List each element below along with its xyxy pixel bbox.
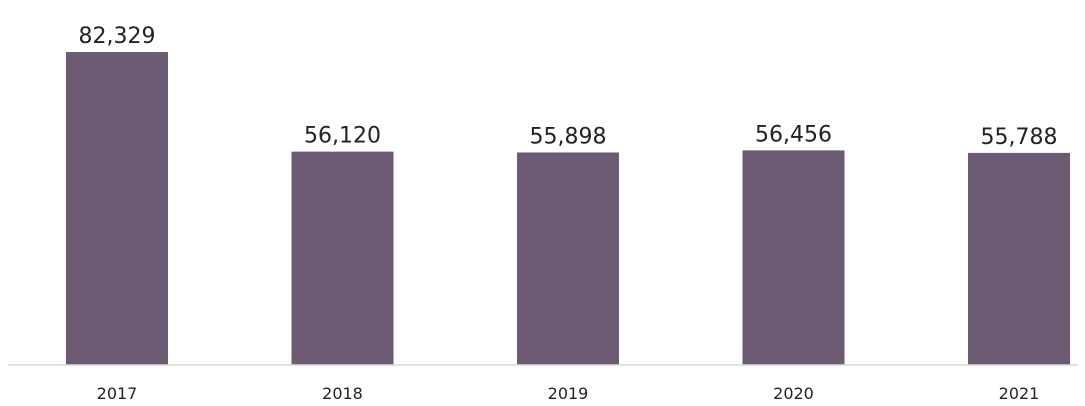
bars-layer bbox=[66, 52, 1070, 365]
value-labels-layer: 82,329 56,120 55,898 56,456 55,788 bbox=[79, 24, 1058, 150]
bar-2021 bbox=[968, 152, 1070, 365]
x-tick-label-2021: 2021 bbox=[999, 384, 1040, 403]
value-label-2021: 55,788 bbox=[981, 125, 1058, 150]
value-label-2020: 56,456 bbox=[755, 122, 832, 147]
x-tick-label-2020: 2020 bbox=[773, 384, 814, 403]
bar-2019 bbox=[517, 152, 619, 365]
x-tick-label-2019: 2019 bbox=[548, 384, 589, 403]
bar-2020 bbox=[742, 150, 845, 365]
bar-2017 bbox=[66, 52, 168, 365]
x-tick-label-2017: 2017 bbox=[97, 384, 138, 403]
value-label-2017: 82,329 bbox=[79, 24, 156, 49]
tick-labels-layer: 2017 2018 2019 2020 2021 bbox=[97, 384, 1040, 403]
x-tick-label-2018: 2018 bbox=[322, 384, 363, 403]
value-label-2019: 55,898 bbox=[530, 124, 607, 149]
value-label-2018: 56,120 bbox=[304, 124, 381, 149]
bar-2018 bbox=[291, 151, 394, 365]
